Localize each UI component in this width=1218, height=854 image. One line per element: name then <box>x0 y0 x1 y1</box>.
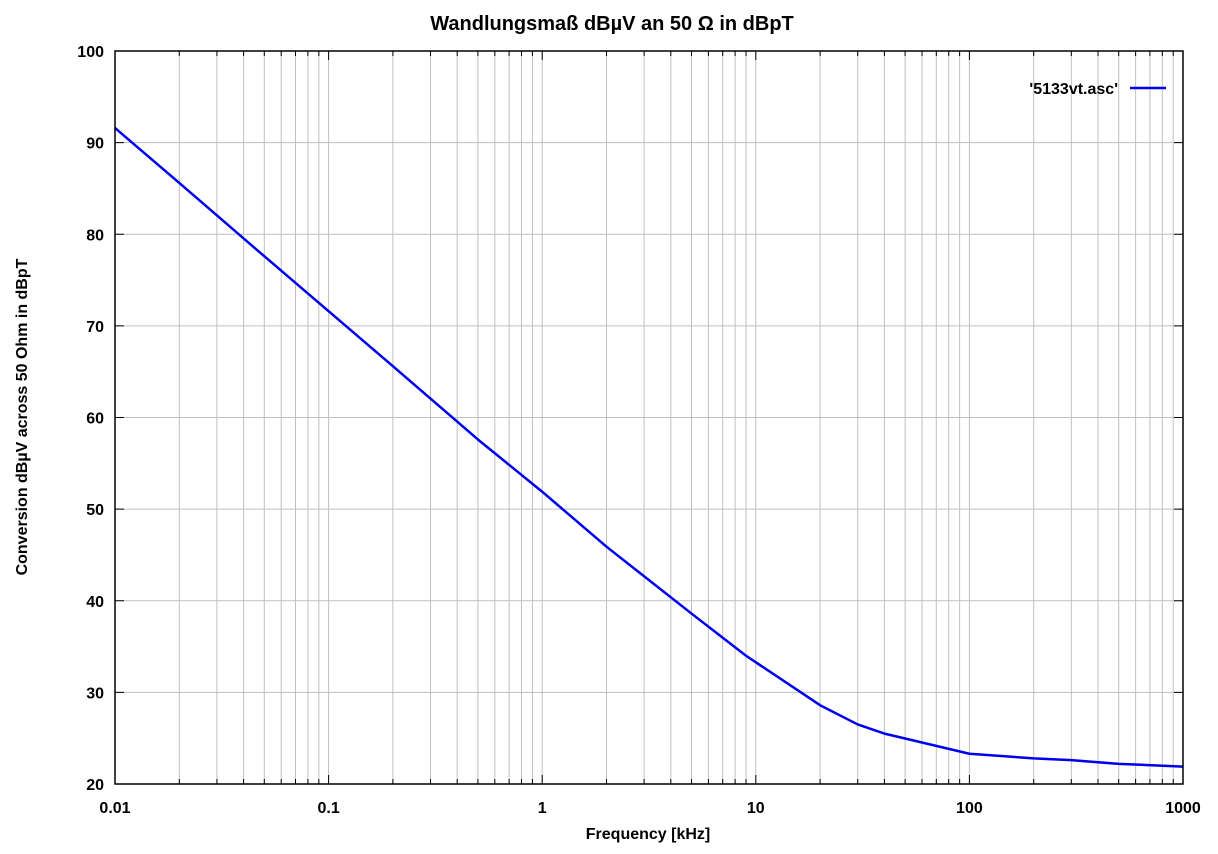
y-tick-label: 20 <box>86 777 104 794</box>
grid <box>115 51 1183 784</box>
y-tick-label: 40 <box>86 594 104 611</box>
legend: '5133vt.asc' <box>1029 81 1166 98</box>
x-tick-label: 1000 <box>1165 800 1201 817</box>
series-layer <box>114 127 1184 768</box>
x-tick-label: 10 <box>747 800 765 817</box>
x-tick-label: 1 <box>538 800 547 817</box>
chart-title: Wandlungsmaß dBµV an 50 Ω in dBpT <box>430 13 794 35</box>
y-tick-label: 90 <box>86 136 104 153</box>
y-tick-label: 100 <box>77 44 104 61</box>
x-tick-label: 0.01 <box>99 800 130 817</box>
x-tick-label: 0.1 <box>317 800 339 817</box>
y-tick-label: 70 <box>86 319 104 336</box>
y-tick-label: 30 <box>86 685 104 702</box>
y-axis-label: Conversion dBµV across 50 Ohm in dBpT <box>14 258 31 575</box>
y-tick-label: 50 <box>86 502 104 519</box>
x-axis-label: Frequency [kHz] <box>586 826 710 843</box>
series-line <box>114 127 1184 768</box>
legend-label: '5133vt.asc' <box>1029 81 1118 98</box>
y-tick-label: 80 <box>86 227 104 244</box>
plot-frame <box>114 50 1184 785</box>
x-tick-label: 100 <box>956 800 983 817</box>
y-tick-label: 60 <box>86 411 104 428</box>
axis-ticks: 0.01 0.1 1 10 100 1000 20 30 40 50 60 70 80 90 100 <box>77 44 1201 817</box>
